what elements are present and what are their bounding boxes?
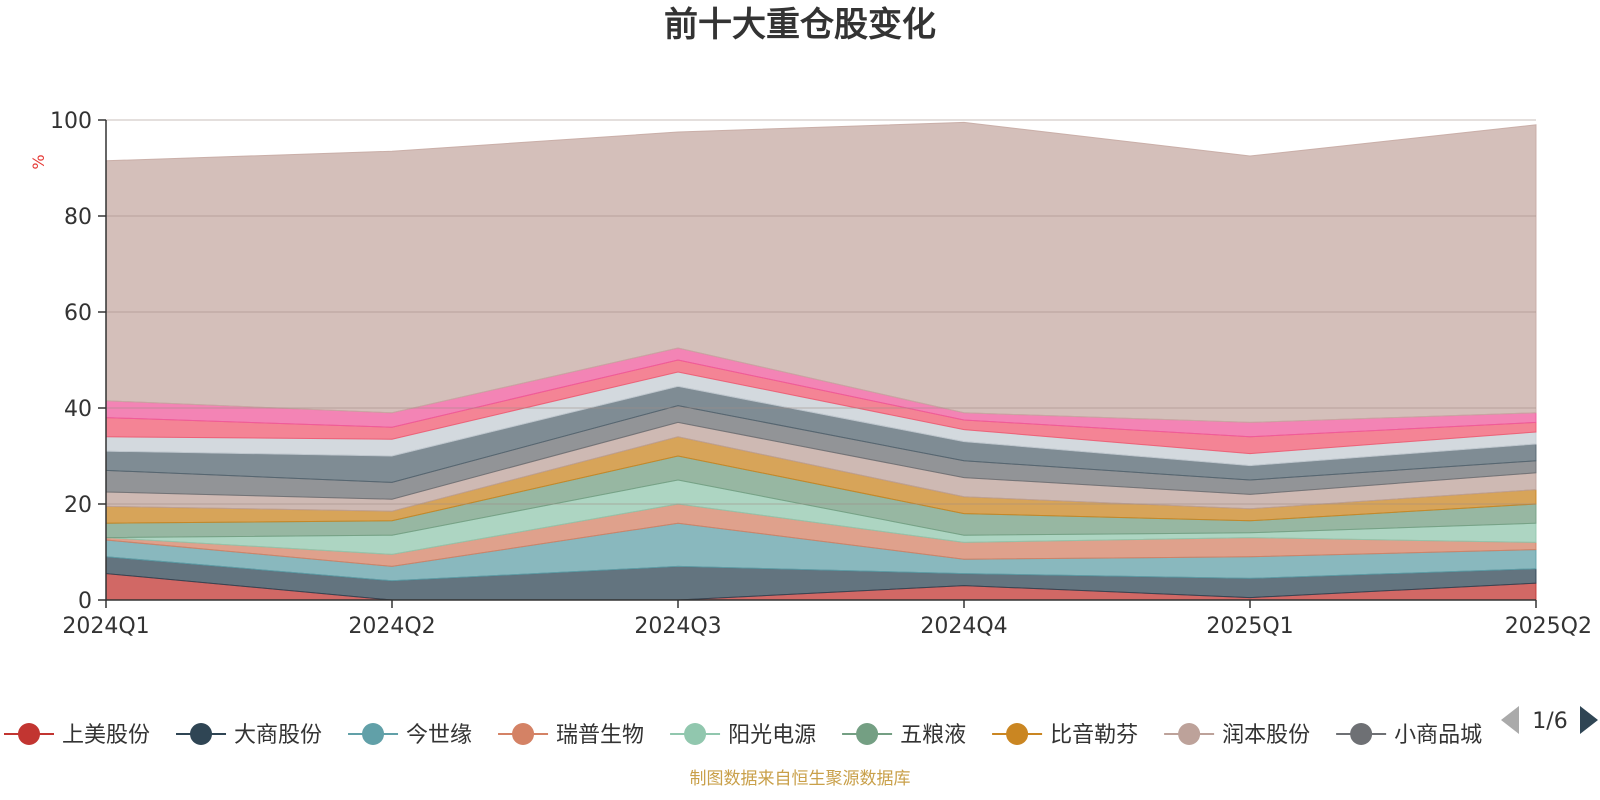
legend: 上美股份 大商股份 今世缘 瑞普生物 阳光电源 五粮液 比音勒芬 润本股份 小商品城 bbox=[4, 723, 1482, 748]
legend-pager: 1/6 bbox=[1501, 706, 1598, 734]
legend-label: 比音勒芬 bbox=[1050, 723, 1138, 748]
area-series-13[interactable] bbox=[105, 121, 1537, 423]
legend-label: 润本股份 bbox=[1222, 723, 1310, 748]
legend-circle-icon bbox=[856, 723, 879, 745]
legend-page-indicator: 1/6 bbox=[1532, 709, 1567, 734]
legend-circle-icon bbox=[190, 723, 213, 745]
legend-label: 阳光电源 bbox=[728, 723, 816, 748]
legend-circle-icon bbox=[1350, 723, 1373, 745]
legend-label: 小商品城 bbox=[1394, 723, 1482, 748]
legend-circle-icon bbox=[18, 723, 40, 745]
y-tick-label-1: 20 bbox=[64, 493, 92, 518]
x-tick-label-1: 2024Q2 bbox=[348, 614, 435, 639]
legend-label: 上美股份 bbox=[62, 723, 150, 748]
legend-next-page-icon[interactable] bbox=[1580, 706, 1598, 734]
legend-item-4[interactable]: 阳光电源 bbox=[670, 723, 816, 748]
y-tick-labels: 0 20 40 60 80 100 bbox=[50, 109, 92, 614]
legend-item-3[interactable]: 瑞普生物 bbox=[498, 723, 644, 748]
legend-circle-icon bbox=[362, 723, 385, 745]
legend-label: 今世缘 bbox=[406, 723, 472, 748]
legend-item-0[interactable]: 上美股份 bbox=[4, 723, 150, 748]
legend-circle-icon bbox=[1178, 723, 1201, 745]
legend-label: 大商股份 bbox=[234, 723, 322, 748]
x-tick-label-3: 2024Q4 bbox=[920, 614, 1007, 639]
x-tick-label-2: 2024Q3 bbox=[634, 614, 721, 639]
axes bbox=[98, 119, 1537, 608]
legend-item-2[interactable]: 今世缘 bbox=[348, 723, 472, 748]
legend-circle-icon bbox=[684, 723, 707, 745]
legend-label: 瑞普生物 bbox=[556, 723, 644, 748]
x-tick-label-4: 2025Q1 bbox=[1206, 614, 1293, 639]
legend-item-7[interactable]: 润本股份 bbox=[1164, 723, 1310, 748]
legend-label: 五粮液 bbox=[900, 723, 966, 748]
y-tick-label-5: 100 bbox=[50, 109, 92, 134]
y-tick-label-0: 0 bbox=[78, 589, 92, 614]
y-tick-label-3: 60 bbox=[64, 301, 92, 326]
legend-item-8[interactable]: 小商品城 bbox=[1336, 723, 1482, 748]
x-tick-labels: 2024Q1 2024Q2 2024Q3 2024Q4 2025Q1 2025Q2 bbox=[62, 614, 1592, 639]
y-axis-unit: % bbox=[29, 154, 48, 169]
chart-title: 前十大重仓股变化 bbox=[664, 5, 936, 45]
legend-circle-icon bbox=[1006, 723, 1029, 745]
y-tick-label-2: 40 bbox=[64, 397, 92, 422]
area-series-group bbox=[105, 121, 1537, 601]
legend-item-6[interactable]: 比音勒芬 bbox=[992, 723, 1138, 748]
y-tick-label-4: 80 bbox=[64, 205, 92, 230]
gridlines bbox=[106, 119, 1536, 505]
source-note: 制图数据来自恒生聚源数据库 bbox=[690, 769, 911, 789]
legend-item-5[interactable]: 五粮液 bbox=[842, 723, 966, 748]
x-tick-label-5: 2025Q2 bbox=[1505, 614, 1592, 639]
legend-item-1[interactable]: 大商股份 bbox=[176, 723, 322, 748]
legend-circle-icon bbox=[512, 723, 535, 745]
legend-prev-page-icon[interactable] bbox=[1501, 706, 1519, 734]
x-tick-label-0: 2024Q1 bbox=[62, 614, 149, 639]
